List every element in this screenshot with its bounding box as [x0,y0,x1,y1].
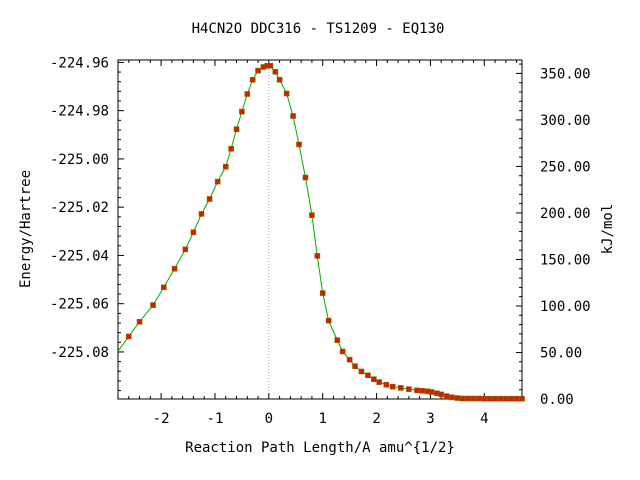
x-axis-title: Reaction Path Length/A amu^{1/2} [185,440,455,456]
y2-tick-label: 200.00 [540,206,591,222]
data-point [339,348,346,355]
data-point [352,363,358,369]
data-point [302,174,309,181]
data-point [438,391,445,398]
data-point [383,381,390,388]
data-point [406,386,412,392]
data-point [283,90,290,97]
x-tick-label: 4 [480,411,488,427]
data-point [443,393,450,399]
data-point [519,395,525,402]
data-point [503,395,509,402]
data-point [376,379,383,385]
y2-tick-label: 150.00 [540,252,591,268]
data-point [486,395,493,402]
y-axis-title: Energy/Hartree [18,170,34,288]
data-point [171,265,178,272]
data-point [449,394,455,401]
data-point [513,395,520,402]
data-point [249,76,256,83]
data-point [454,395,461,401]
y2-tick-label: 50.00 [540,345,582,361]
x-tick-label: -1 [207,411,224,427]
data-point [465,395,471,402]
y2-tick-label: 100.00 [540,299,591,315]
data-point [233,126,240,133]
data-point [492,395,498,402]
x-tick-label: 0 [265,411,273,427]
data-point [419,387,426,394]
data-point [325,317,332,324]
data-point [276,76,283,83]
data-point [214,178,221,185]
x-tick-label: 1 [318,411,326,427]
data-point [267,62,274,69]
data-point [206,196,213,202]
data-point [358,368,365,375]
data-point [397,385,404,391]
series-layer [117,65,522,400]
y-tick-label: -225.08 [50,345,109,361]
data-point [239,108,245,115]
y-tick-label: -225.02 [50,200,109,216]
data-point [160,284,167,291]
axis-ticks [118,60,522,400]
x-tick-label: 3 [426,411,434,427]
x-tick-label: -2 [153,411,170,427]
x-tick-label: 2 [372,411,380,427]
data-point [470,395,477,402]
data-point [309,212,315,218]
data-point [190,229,197,236]
y2-tick-label: 300.00 [540,113,591,129]
data-point [428,389,435,395]
tick-labels: -2 -1 0 1 2 3 4 -224.96 -224.98 -225.00 -225.02 -22… [50,55,591,427]
data-point [182,246,189,253]
y2-axis-title: kJ/mol [600,204,616,255]
points-layer [125,62,525,402]
data-point [497,395,504,402]
data-point [319,290,326,296]
y2-tick-label: 0.00 [540,392,574,408]
data-point [414,387,420,394]
data-point [136,318,143,325]
y-tick-label: -224.96 [50,55,109,71]
data-point [459,395,466,402]
data-point [125,333,132,340]
data-point [198,211,205,217]
data-point [481,395,488,402]
plot-frame [117,59,523,400]
y-tick-label: -225.06 [50,297,109,313]
series-line [117,65,522,400]
data-point [150,302,156,308]
y2-tick-label: 350.00 [540,66,591,82]
data-point [365,372,371,379]
data-point [476,395,482,402]
data-point [244,91,251,97]
data-point [296,141,302,148]
data-point [255,67,261,74]
y2-tick-label: 250.00 [540,159,591,175]
data-point [389,383,396,390]
data-point [272,69,279,75]
y-tick-label: -225.04 [50,248,109,264]
data-point [222,163,229,170]
y-tick-label: -225.00 [50,152,109,168]
data-point [290,113,296,119]
data-point [228,145,234,152]
data-point [314,253,321,259]
data-point [371,376,377,383]
data-point [346,356,353,363]
y-tick-label: -224.98 [50,104,109,120]
data-point [508,395,515,402]
data-point [334,337,341,343]
chart-title: H4CN2O DDC316 - TS1209 - EQ130 [192,21,445,37]
